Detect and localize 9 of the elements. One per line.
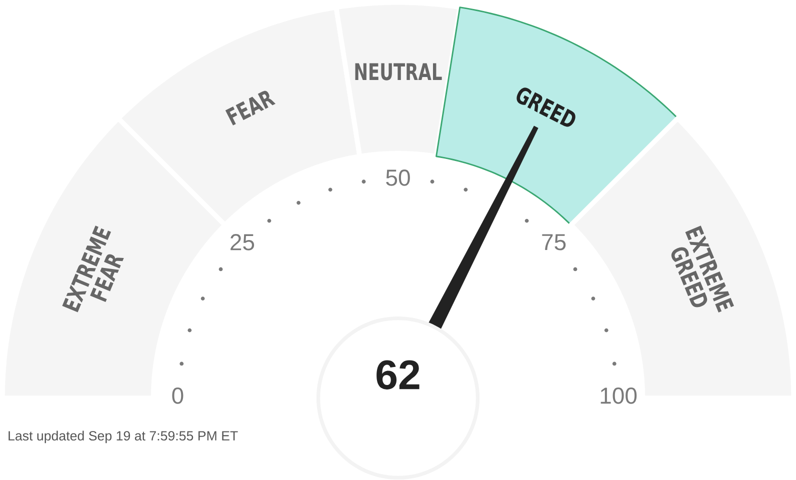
text: 100 [600,388,637,404]
slice-label: NEUTRAL [355,63,442,81]
slice-label: FEAR [225,91,276,126]
text: 62 [376,360,420,390]
text: 25 [230,234,254,251]
text: 75 [542,234,566,250]
text: 50 [386,170,410,186]
text: 0 [172,388,184,404]
text: Last updated Sep 19 at 7:59:55 PM ET [8,430,238,444]
